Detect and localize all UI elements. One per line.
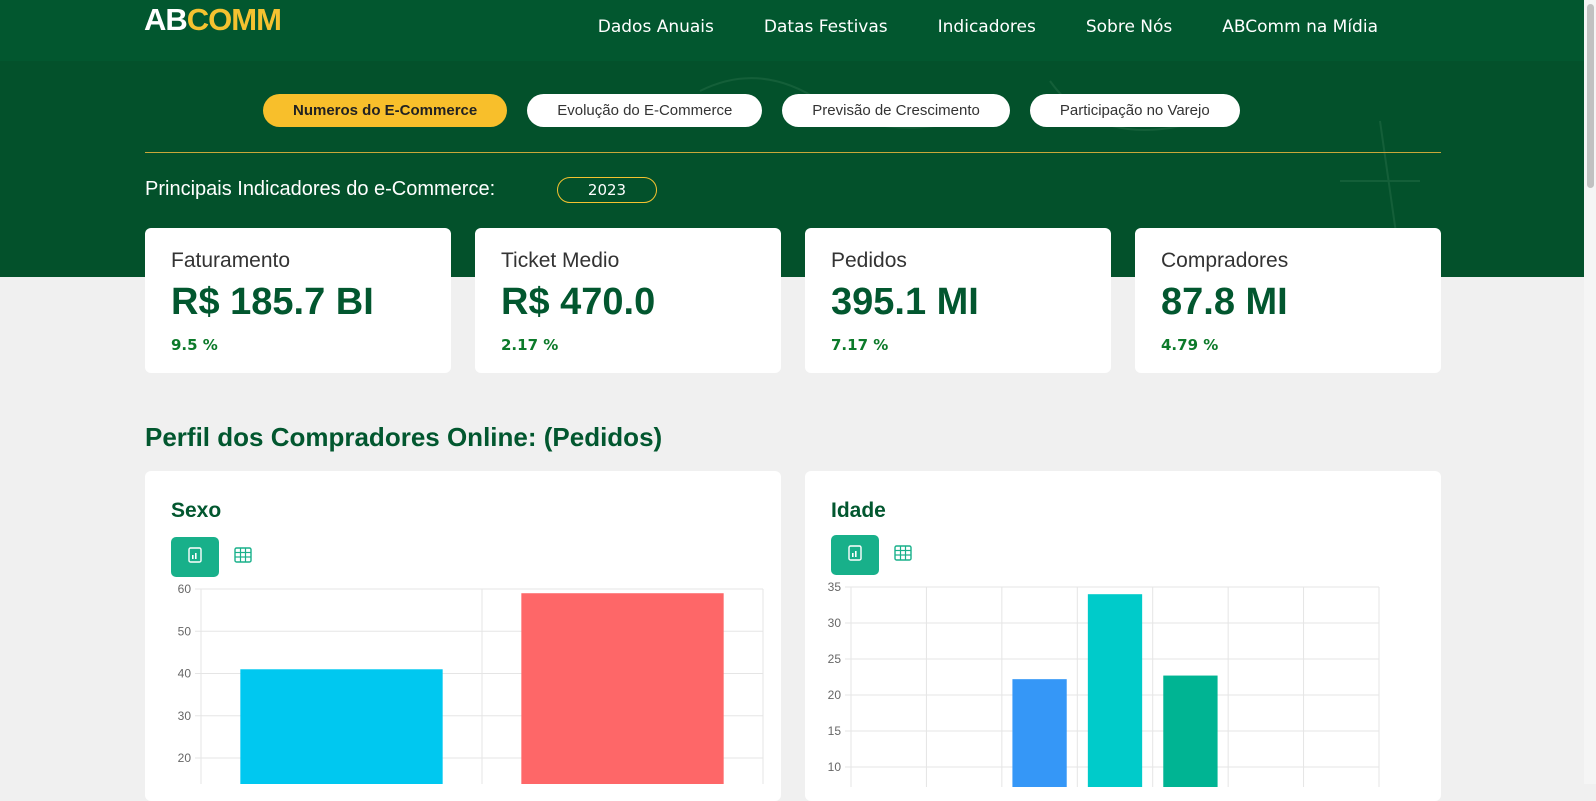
y-tick-label: 20 [178, 751, 192, 765]
kpi-growth: 9.5 % [171, 336, 218, 354]
y-tick-label: 30 [828, 616, 842, 630]
bar-chart-icon [848, 545, 862, 565]
nav-indicadores[interactable]: Indicadores [937, 17, 1036, 37]
chart-title-idade: Idade [831, 499, 886, 522]
y-tick-label: 60 [178, 582, 192, 596]
logo-comm: COMM [186, 2, 282, 37]
y-tick-label: 50 [178, 624, 192, 638]
kpi-label: Compradores [1161, 249, 1289, 272]
kpi-value: R$ 185.7 BI [171, 281, 374, 323]
kpi-label: Ticket Medio [501, 249, 620, 272]
nav-abcomm-na-midia[interactable]: ABComm na Mídia [1222, 17, 1378, 37]
kpi-card-faturamento: Faturamento R$ 185.7 BI 9.5 % [145, 228, 451, 373]
y-tick-label: 35 [828, 580, 842, 594]
chart-bar [1087, 594, 1143, 787]
tab-participacao-varejo[interactable]: Participação no Varejo [1029, 94, 1240, 127]
kpi-label: Faturamento [171, 249, 291, 272]
kpi-value: R$ 470.0 [501, 281, 656, 323]
chart-panel-idade: Idade 10 15 20 25 30 35 [805, 471, 1441, 801]
kpi-label: Pedidos [831, 249, 907, 272]
nav-dados-anuais[interactable]: Dados Anuais [597, 17, 714, 37]
chart-bar [240, 669, 443, 784]
year-selector[interactable]: 2023 [557, 177, 657, 203]
kpi-growth: 2.17 % [501, 336, 559, 354]
chart-title-sexo: Sexo [171, 499, 222, 522]
table-icon [234, 547, 252, 567]
chart-view-button[interactable] [171, 537, 219, 577]
kpi-growth: 4.79 % [1161, 336, 1219, 354]
y-tick-label: 40 [178, 667, 192, 681]
tab-numeros-ecommerce[interactable]: Numeros do E-Commerce [263, 94, 508, 127]
logo-ab: AB [144, 2, 188, 37]
table-view-button[interactable] [891, 543, 915, 567]
divider [145, 152, 1441, 153]
tab-evolucao-ecommerce[interactable]: Evolução do E-Commerce [527, 94, 763, 127]
idade-bar-chart: 10 15 20 25 30 35 [828, 580, 1380, 787]
kpi-value: 395.1 MI [831, 281, 979, 323]
abcomm-logo[interactable]: ABCOMM [144, 2, 282, 38]
table-icon [894, 545, 912, 565]
main-nav: Dados Anuais Datas Festivas Indicadores … [598, 17, 1378, 37]
tab-bar: Numeros do E-Commerce Evolução do E-Comm… [263, 94, 1240, 127]
y-tick-label: 15 [828, 724, 842, 738]
scrollbar-thumb[interactable] [1587, 4, 1594, 188]
chart-bar [1012, 679, 1067, 787]
kpi-card-compradores: Compradores 87.8 MI 4.79 % [1135, 228, 1441, 373]
page-scrollbar[interactable] [1584, 0, 1596, 784]
y-tick-label: 20 [828, 688, 842, 702]
chart-bar [1163, 675, 1218, 787]
chart-view-button[interactable] [831, 535, 879, 575]
table-view-button[interactable] [231, 545, 255, 569]
top-nav-bar: ABCOMM Dados Anuais Datas Festivas Indic… [0, 0, 1584, 61]
bar-chart-icon [188, 547, 202, 567]
chart-bar [521, 593, 724, 784]
profile-section-title: Perfil dos Compradores Online: (Pedidos) [145, 422, 663, 452]
kpi-card-ticket-medio: Ticket Medio R$ 470.0 2.17 % [475, 228, 781, 373]
kpi-card-pedidos: Pedidos 395.1 MI 7.17 % [805, 228, 1111, 373]
kpi-value: 87.8 MI [1161, 281, 1288, 323]
y-tick-label: 25 [828, 652, 842, 666]
kpi-growth: 7.17 % [831, 336, 889, 354]
sexo-bar-chart: 20 30 40 50 60 [178, 582, 764, 784]
y-tick-label: 10 [828, 760, 842, 774]
chart-panel-sexo: Sexo 20 30 40 50 60 [145, 471, 781, 801]
y-tick-label: 30 [178, 709, 192, 723]
nav-sobre-nos[interactable]: Sobre Nós [1085, 17, 1173, 37]
nav-datas-festivas[interactable]: Datas Festivas [763, 17, 888, 37]
indicators-title: Principais Indicadores do e-Commerce: [145, 178, 496, 200]
tab-previsao-crescimento[interactable]: Previsão de Crescimento [782, 94, 1010, 127]
